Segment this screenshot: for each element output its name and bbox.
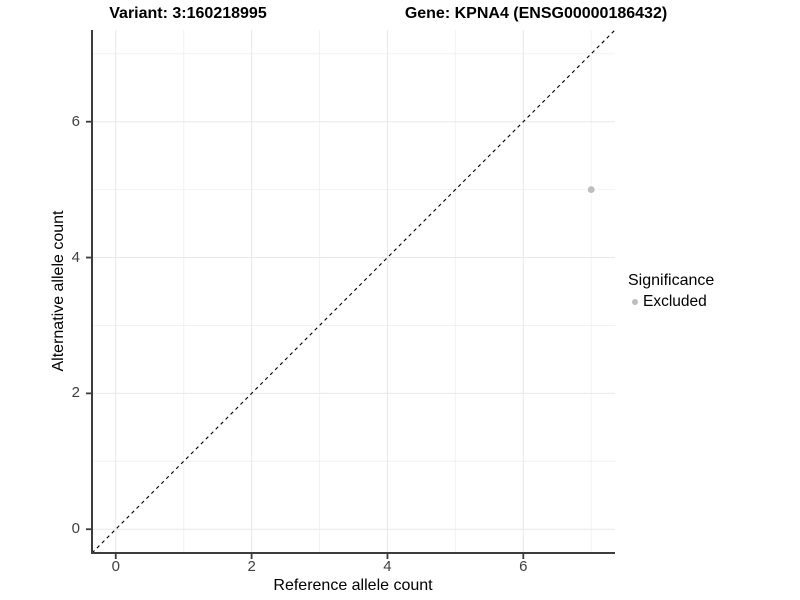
legend-label: Excluded: [643, 293, 707, 310]
legend-title: Significance: [628, 272, 715, 289]
scatter-point: [587, 186, 595, 194]
y-tick-label: 0: [71, 520, 80, 538]
y-tick-label: 4: [71, 248, 80, 266]
legend-point-icon: [632, 298, 638, 305]
gene-title: Gene: KPNA4 (ENSG00000186432): [404, 5, 668, 22]
y-tick-label: 6: [71, 112, 80, 130]
variant-title: Variant: 3:160218995: [109, 5, 267, 22]
legend: Significance Excluded: [626, 271, 796, 311]
identity-line: [91, 29, 616, 554]
y-tick-label: 2: [71, 384, 80, 402]
x-axis-title: Reference allele count: [273, 577, 433, 594]
x-tick-label: 0: [111, 558, 120, 575]
x-tick-label: 6: [519, 558, 528, 575]
x-tick-label: 2: [247, 558, 256, 575]
x-tick-label: 4: [383, 558, 392, 575]
legend-entry: Excluded: [626, 292, 796, 311]
